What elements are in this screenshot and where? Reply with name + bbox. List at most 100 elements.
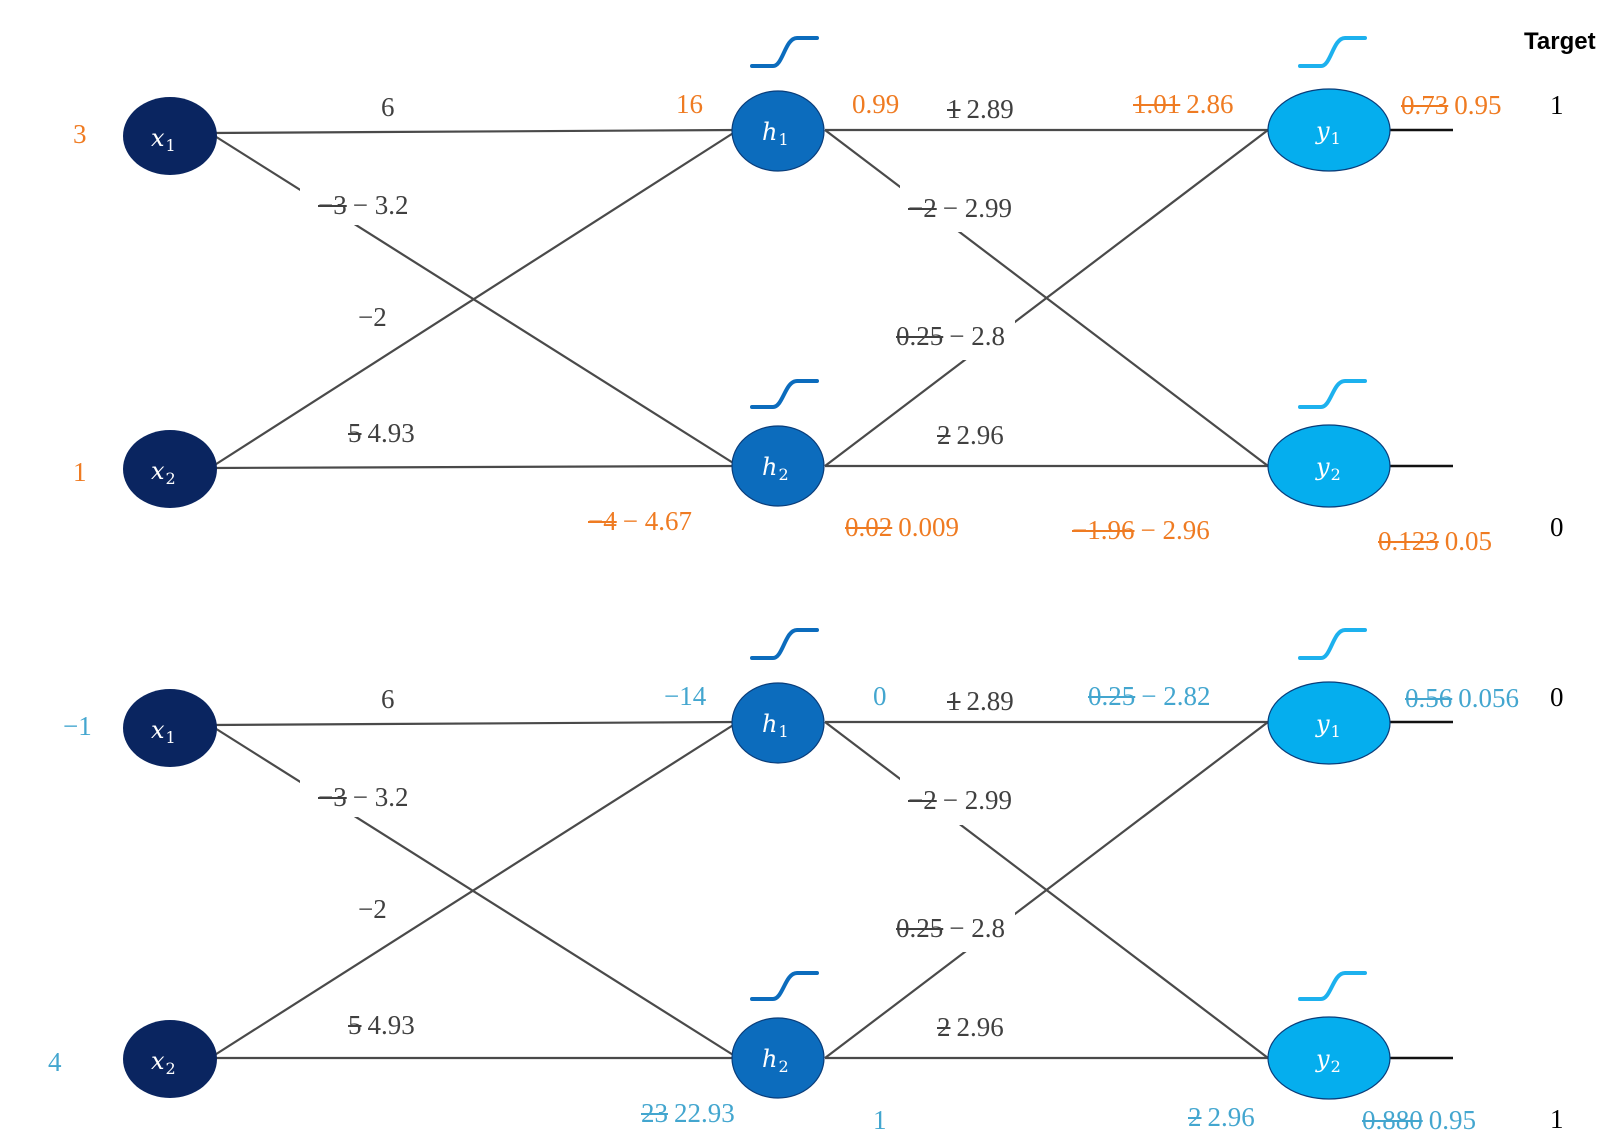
value-old: 0.56	[1405, 683, 1453, 713]
weight-h2-y2: 2 2.96	[937, 422, 1004, 449]
node-x2	[123, 1020, 217, 1098]
y1-net-value: 1.01 2.86	[1133, 91, 1234, 118]
target-value-y1: 1	[1550, 90, 1564, 120]
value-new: 2.86	[1186, 89, 1234, 119]
weight-x2-h2: 5 4.93	[348, 420, 415, 447]
label-mask	[960, 902, 1015, 952]
weight-old: 2	[937, 1012, 951, 1042]
value-new: 0.95	[1428, 1105, 1476, 1135]
h2-output-value: 0.02 0.009	[845, 514, 959, 541]
h1-output-value: 0.99	[852, 89, 900, 119]
y1-net-value: 0.25− 2.82	[1088, 683, 1210, 710]
weight-new: 4.93	[367, 418, 415, 448]
sigmoid-curve-icon	[1298, 379, 1367, 409]
sigmoid-curve-icon	[1298, 628, 1367, 660]
y2-output-value: 0.123 0.05	[1378, 528, 1492, 555]
value-new: − 2.82	[1141, 681, 1211, 711]
weight-new: 2.96	[956, 420, 1004, 450]
sigmoid-curve-icon	[750, 379, 819, 409]
node-label-x2: x2	[151, 457, 176, 488]
h2-output-value: 1	[873, 1105, 887, 1135]
weight-new: 2.89	[966, 686, 1014, 716]
weight-new: 4.93	[367, 1010, 415, 1040]
value-old: 0.73	[1401, 90, 1449, 120]
value-new: 2.96	[1207, 1102, 1255, 1132]
edge-h2-y1	[824, 129, 1269, 467]
value-new: − 4.67	[622, 506, 692, 536]
y2-net-value: 2 2.96	[1188, 1104, 1255, 1131]
value-new: 0.056	[1458, 683, 1519, 713]
value-new: 0.05	[1444, 526, 1492, 556]
weight-h1-y2: −2− 2.99	[908, 195, 1012, 222]
weight-old: −2	[908, 785, 937, 815]
weight-h1-y1: 1 2.89	[947, 688, 1014, 715]
y1-output-value: 0.56 0.056	[1405, 685, 1519, 712]
value-new: 22.93	[674, 1098, 735, 1128]
node-h2	[731, 1017, 825, 1099]
node-x1	[123, 689, 217, 767]
node-h2	[731, 425, 825, 507]
h2-net-value: −4− 4.67	[588, 508, 692, 535]
target-value-y1: 0	[1550, 682, 1564, 712]
weight-old: −2	[908, 193, 937, 223]
input-value-x2: 4	[48, 1047, 62, 1077]
node-label-x1: x1	[151, 716, 176, 747]
node-label-y1: y1	[1315, 117, 1341, 148]
weight-x2-h1: −2	[358, 894, 387, 924]
weight-old: 5	[348, 418, 362, 448]
weight-old: −3	[318, 190, 347, 220]
label-mask	[960, 310, 1015, 360]
edge-x2-h2	[209, 464, 739, 470]
node-x2	[123, 430, 217, 508]
value-old: 0.123	[1378, 526, 1439, 556]
y2-output-value: 0.880 0.95	[1362, 1107, 1476, 1134]
edge-x2-h1	[209, 129, 739, 469]
h2-net-value: 23 22.93	[641, 1100, 735, 1127]
sigmoid-curve-icon	[750, 628, 819, 660]
value-old: 0.25	[1088, 681, 1136, 711]
weight-old: 0.25	[896, 321, 944, 351]
weight-new: − 2.99	[942, 193, 1012, 223]
edge-x2-h1	[209, 721, 739, 1059]
node-y2	[1267, 1016, 1391, 1100]
weight-h2-y2: 2 2.96	[937, 1014, 1004, 1041]
weight-new: − 2.8	[949, 913, 1005, 943]
weight-x1-h1: 6	[381, 92, 395, 122]
edge-x1-h1	[209, 720, 739, 727]
weight-old: −3	[318, 782, 347, 812]
value-old: 2	[1188, 1102, 1202, 1132]
sigmoid-curve-icon	[750, 971, 819, 1001]
node-y2	[1267, 424, 1391, 508]
value-old: −1.96	[1072, 515, 1135, 545]
weight-new: − 2.99	[942, 785, 1012, 815]
input-value-x1: −1	[63, 711, 92, 741]
weight-h2-y1: 0.25− 2.8	[896, 323, 1005, 350]
weight-old: 2	[937, 420, 951, 450]
weight-h1-y2: −2− 2.99	[908, 787, 1012, 814]
sigmoid-curve-icon	[1298, 971, 1367, 1001]
weight-old: 5	[348, 1010, 362, 1040]
weight-x1-h2: −3− 3.2	[318, 192, 408, 219]
value-old: 1.01	[1133, 89, 1181, 119]
sigmoid-curve-icon	[1298, 36, 1367, 68]
weight-old: 0.25	[896, 913, 944, 943]
value-old: 0.880	[1362, 1105, 1423, 1135]
node-label-y2: y2	[1315, 1045, 1341, 1076]
edge-x1-h1	[209, 128, 739, 135]
weight-new: − 3.2	[352, 782, 409, 812]
weight-h2-y1: 0.25− 2.8	[896, 915, 1005, 942]
value-old: −4	[588, 506, 617, 536]
weight-new: 2.89	[966, 94, 1014, 124]
edge-h2-y1	[824, 721, 1269, 1059]
node-label-y2: y2	[1315, 453, 1341, 484]
h1-net-value: −14	[664, 681, 707, 711]
weight-new: 2.96	[956, 1012, 1004, 1042]
weight-x1-h2: −3− 3.2	[318, 784, 408, 811]
network-1: x1 x2 h1 h2 y1 y2	[123, 36, 1453, 508]
sigmoid-curve-icon	[750, 36, 819, 68]
h1-net-value: 16	[676, 89, 703, 119]
node-label-h2: h2	[762, 453, 789, 484]
node-label-y1: y1	[1315, 710, 1341, 741]
network-2: x1 x2 h1 h2 y1 y2	[123, 628, 1453, 1100]
